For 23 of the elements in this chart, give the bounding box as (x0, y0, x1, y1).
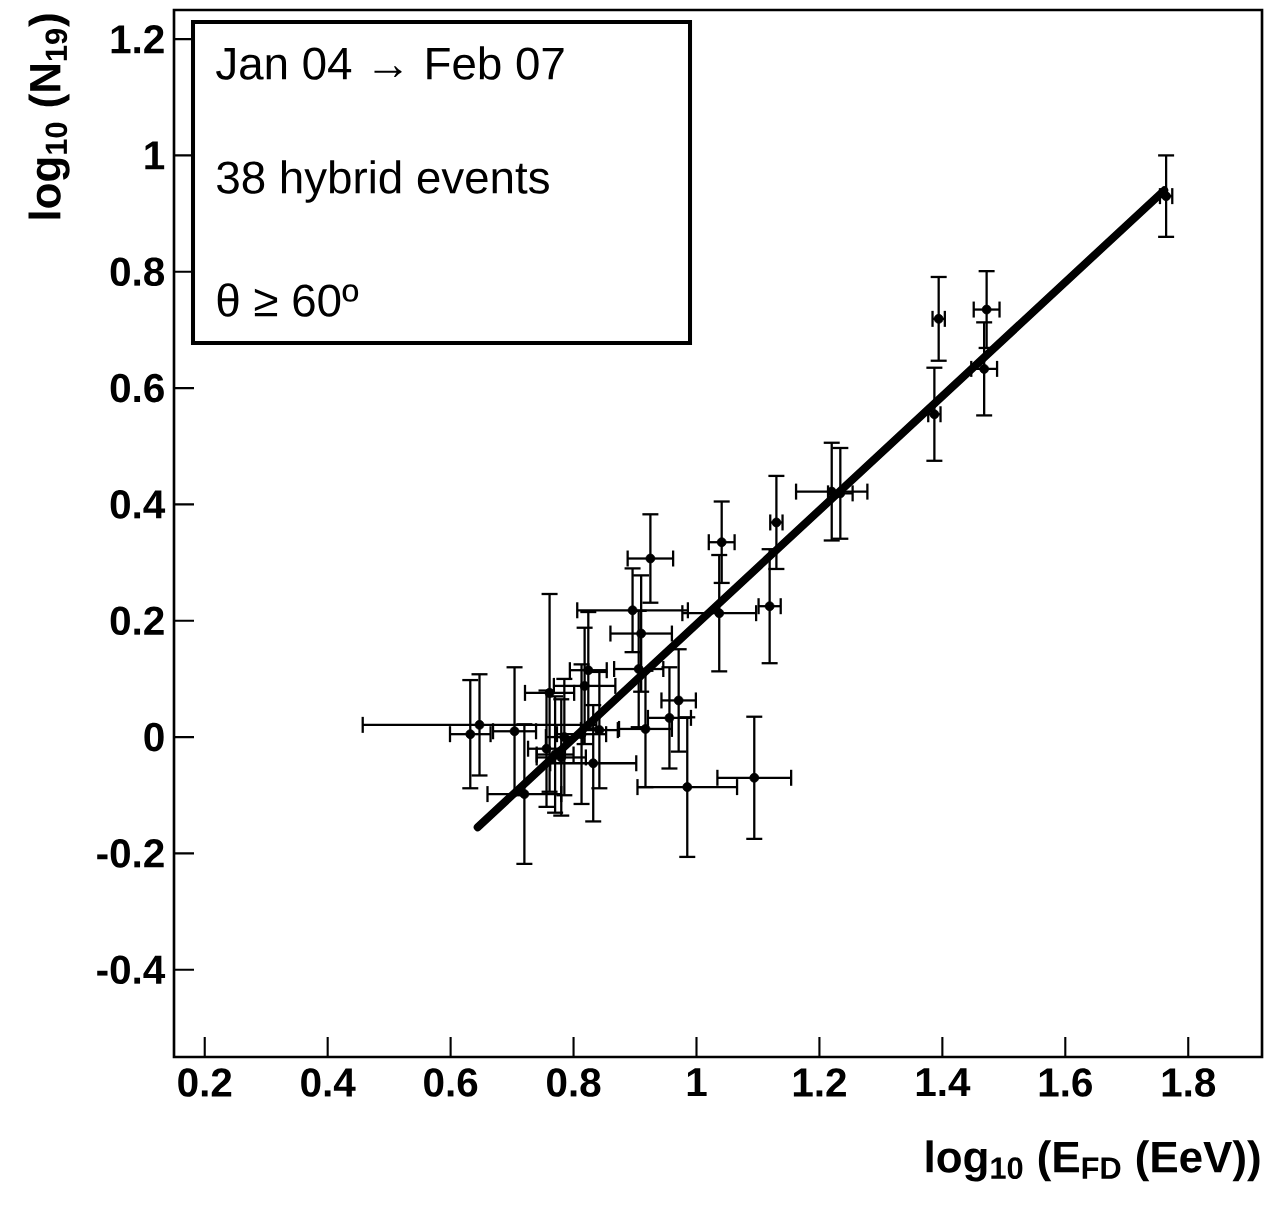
x-tick-label: 1.4 (916, 1068, 971, 1097)
y-axis-title: log$_{10}$ (N$_{19}$) (28, 14, 70, 219)
y-tick-label: 1 (145, 141, 165, 170)
y-tick-label: 1.2 (111, 24, 164, 54)
y-tick-label: 0.8 (110, 257, 165, 287)
x-tick-label: 0.4 (301, 1068, 356, 1097)
y-tick-label: 0.2 (110, 606, 164, 636)
annotation: Jan 04 → Feb 07 (216, 46, 564, 80)
y-tick-label: 0.6 (110, 373, 164, 403)
x-tick-label: 1 (687, 1068, 707, 1097)
y-tick-label: 0 (144, 722, 164, 752)
y-tick-label: -0.4 (97, 955, 166, 985)
x-tick-label: 1.8 (1162, 1068, 1216, 1097)
annotation: 38 hybrid events (217, 160, 549, 203)
x-tick-label: 0.6 (424, 1068, 478, 1097)
x-axis-title: log$_{10}$ (E$_{FD}$ (EeV)) (926, 1140, 1260, 1182)
x-tick-label: 1.2 (793, 1068, 846, 1097)
y-tick-label: 0.4 (110, 490, 166, 519)
y-tick-label: -0.2 (97, 839, 164, 868)
x-tick-label: 0.2 (178, 1068, 232, 1097)
annotation: θ ≥ 60º (217, 283, 359, 317)
x-tick-label: 0.8 (547, 1068, 601, 1097)
x-tick-label: 1.6 (1039, 1068, 1092, 1097)
